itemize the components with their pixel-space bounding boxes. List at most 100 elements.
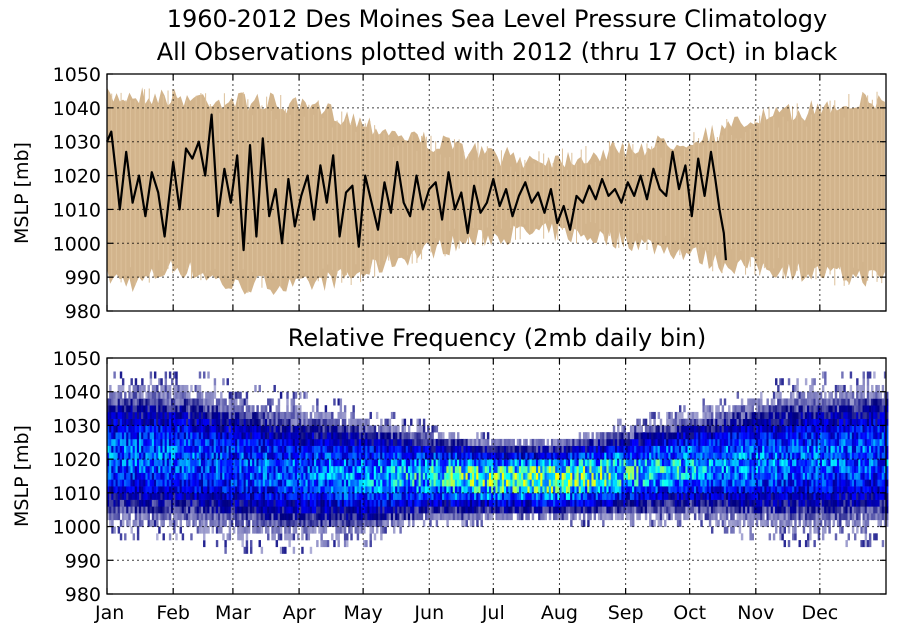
heatmap-cell	[570, 459, 573, 467]
heatmap-cell	[448, 506, 451, 514]
heatmap-cell	[275, 459, 279, 467]
heatmap-cell	[211, 411, 215, 419]
heatmap-cell	[580, 459, 584, 467]
heatmap-cell	[341, 499, 345, 507]
heatmap-cell	[678, 432, 682, 440]
heatmap-cell	[273, 506, 276, 514]
heatmap-cell	[649, 411, 652, 419]
heatmap-cell	[696, 438, 699, 446]
heatmap-cell	[271, 499, 274, 507]
heatmap-cell	[115, 425, 118, 433]
heatmap-cell	[459, 486, 462, 494]
heatmap-cell	[230, 519, 234, 527]
heatmap-cell	[282, 472, 285, 480]
heatmap-cell	[318, 506, 321, 514]
heatmap-cell	[676, 425, 680, 433]
heatmap-cell	[207, 459, 210, 467]
heatmap-cell	[311, 432, 315, 440]
heatmap-cell	[595, 459, 599, 467]
heatmap-cell	[431, 432, 434, 440]
heatmap-cell	[333, 499, 336, 507]
heatmap-cell	[235, 519, 238, 527]
heatmap-cell	[548, 492, 552, 500]
heatmap-cell	[606, 459, 609, 467]
heatmap-cell	[237, 479, 240, 487]
heatmap-cell	[442, 492, 445, 500]
heatmap-cell	[198, 438, 202, 446]
heatmap-cell	[198, 519, 202, 527]
heatmap-cell	[232, 459, 236, 467]
heatmap-cell	[220, 465, 223, 473]
heatmap-cell	[260, 452, 264, 460]
heatmap-cell	[226, 405, 229, 413]
heatmap-cell	[158, 506, 161, 514]
heatmap-cell	[715, 486, 718, 494]
heatmap-cell	[132, 438, 136, 446]
heatmap-cell	[542, 506, 545, 514]
heatmap-cell	[666, 492, 669, 500]
heatmap-cell	[608, 459, 611, 467]
heatmap-cell	[217, 519, 221, 527]
heatmap-cell	[211, 499, 215, 507]
heatmap-cell	[691, 486, 695, 494]
heatmap-cell	[247, 479, 251, 487]
heatmap-cell	[175, 432, 178, 440]
heatmap-cell	[264, 425, 268, 433]
heatmap-cell	[529, 472, 533, 480]
heatmap-cell	[232, 472, 236, 480]
heatmap-cell	[271, 472, 274, 480]
heatmap-cell	[256, 479, 259, 487]
heatmap-cell	[301, 492, 304, 500]
heatmap-cell	[516, 513, 520, 521]
heatmap-cell	[151, 452, 155, 460]
heatmap-cell	[111, 452, 114, 460]
heatmap-cell	[540, 479, 543, 487]
heatmap-cell	[691, 452, 695, 460]
heatmap-cell	[698, 479, 701, 487]
heatmap-cell	[243, 465, 247, 473]
heatmap-cell	[339, 479, 343, 487]
heatmap-cell	[416, 513, 419, 521]
heatmap-cell	[111, 465, 114, 473]
heatmap-cell	[723, 418, 727, 426]
heatmap-cell	[702, 472, 705, 480]
heatmap-cell	[235, 398, 238, 406]
heatmap-cell	[316, 438, 319, 446]
heatmap-cell	[621, 452, 624, 460]
heatmap-cell	[158, 459, 161, 467]
heatmap-cell	[717, 465, 720, 473]
heatmap-cell	[230, 445, 234, 453]
heatmap-cell	[286, 405, 289, 413]
heatmap-cell	[222, 445, 225, 453]
heatmap-cell	[254, 513, 257, 521]
heatmap-cell	[422, 418, 426, 426]
heatmap-cell	[576, 438, 579, 446]
heatmap-cell	[719, 465, 722, 473]
heatmap-cell	[279, 445, 283, 453]
heatmap-cell	[132, 445, 136, 453]
heatmap-cell	[459, 465, 462, 473]
heatmap-cell	[318, 526, 321, 534]
heatmap-cell	[416, 459, 419, 467]
heatmap-cell	[239, 472, 242, 480]
heatmap-cell	[267, 445, 270, 453]
heatmap-cell	[405, 506, 409, 514]
heatmap-cell	[284, 492, 287, 500]
heatmap-cell	[363, 499, 366, 507]
heatmap-cell	[126, 405, 129, 413]
heatmap-cell	[124, 513, 127, 521]
heatmap-cell	[314, 506, 317, 514]
heatmap-cell	[390, 425, 394, 433]
heatmap-cell	[585, 492, 588, 500]
heatmap-cell	[205, 486, 208, 494]
heatmap-cell	[600, 445, 603, 453]
heatmap-cell	[245, 472, 249, 480]
heatmap-cell	[249, 418, 253, 426]
heatmap-cell	[696, 452, 699, 460]
heatmap-cell	[198, 411, 202, 419]
heatmap-cell	[209, 492, 212, 500]
heatmap-cell	[723, 432, 727, 440]
heatmap-cell	[277, 398, 281, 406]
heatmap-cell	[397, 445, 400, 453]
heatmap-cell	[644, 492, 648, 500]
